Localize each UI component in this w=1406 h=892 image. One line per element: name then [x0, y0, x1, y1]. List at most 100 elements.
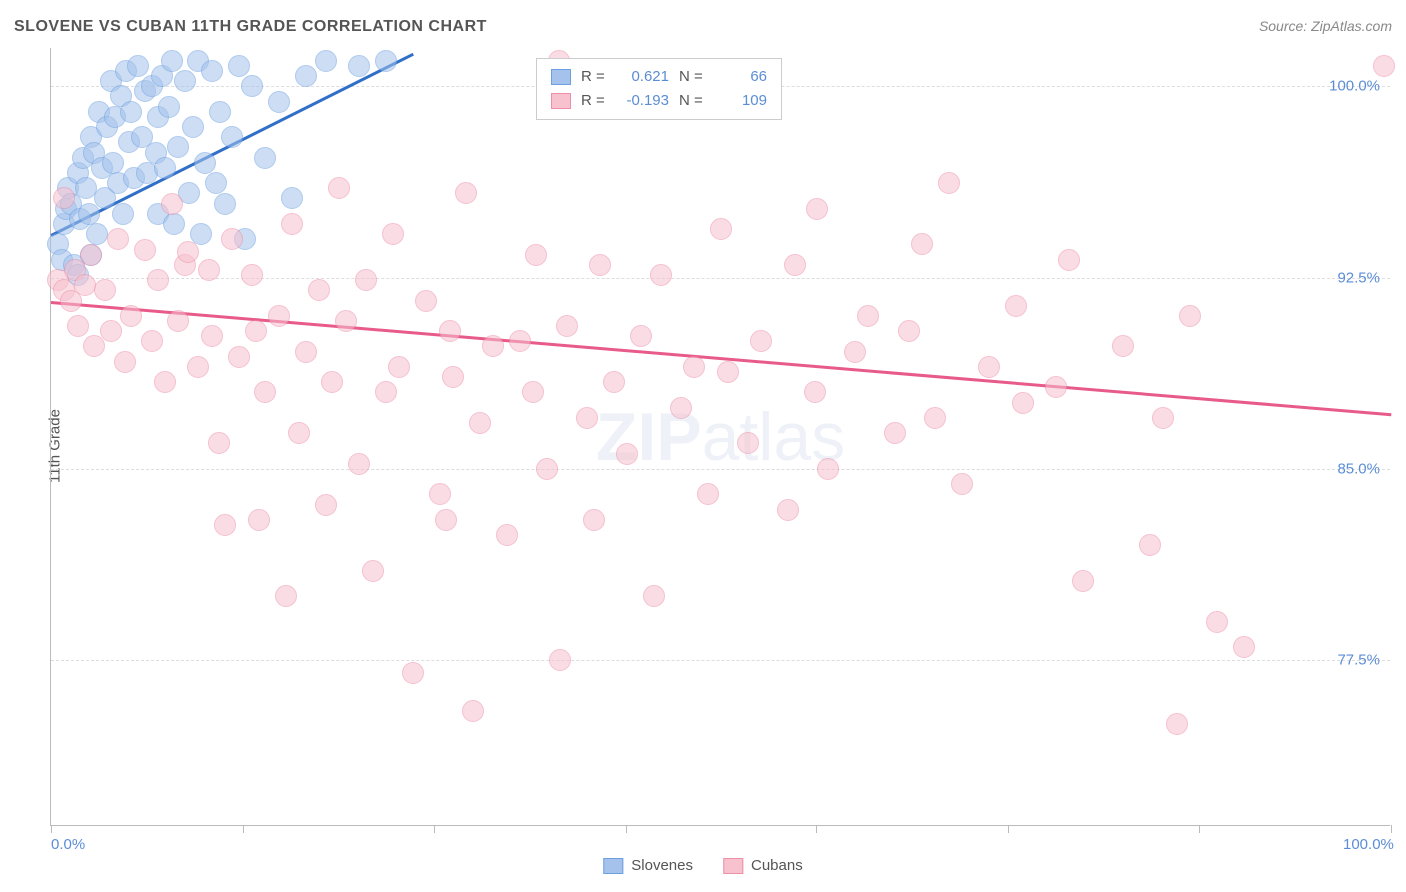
data-point-slovenes: [254, 147, 276, 169]
data-point-cubans: [777, 499, 799, 521]
data-point-cubans: [439, 320, 461, 342]
data-point-cubans: [74, 274, 96, 296]
data-point-cubans: [556, 315, 578, 337]
data-point-cubans: [120, 305, 142, 327]
data-point-cubans: [951, 473, 973, 495]
data-point-slovenes: [348, 55, 370, 77]
title-bar: SLOVENE VS CUBAN 11TH GRADE CORRELATION …: [14, 18, 1392, 36]
chart-container: SLOVENE VS CUBAN 11TH GRADE CORRELATION …: [0, 0, 1406, 892]
x-tick: [626, 825, 627, 833]
data-point-cubans: [94, 279, 116, 301]
data-point-cubans: [147, 269, 169, 291]
data-point-cubans: [335, 310, 357, 332]
data-point-cubans: [717, 361, 739, 383]
data-point-cubans: [198, 259, 220, 281]
n-label: N =: [679, 65, 707, 89]
data-point-cubans: [670, 397, 692, 419]
data-point-cubans: [80, 244, 102, 266]
data-point-cubans: [924, 407, 946, 429]
data-point-cubans: [683, 356, 705, 378]
data-point-cubans: [496, 524, 518, 546]
data-point-cubans: [141, 330, 163, 352]
data-point-cubans: [1152, 407, 1174, 429]
data-point-cubans: [388, 356, 410, 378]
data-point-cubans: [362, 560, 384, 582]
data-point-cubans: [208, 432, 230, 454]
data-point-slovenes: [209, 101, 231, 123]
data-point-cubans: [469, 412, 491, 434]
data-point-cubans: [806, 198, 828, 220]
data-point-cubans: [187, 356, 209, 378]
data-point-slovenes: [221, 126, 243, 148]
data-point-slovenes: [194, 152, 216, 174]
data-point-cubans: [583, 509, 605, 531]
data-point-cubans: [1012, 392, 1034, 414]
data-point-cubans: [643, 585, 665, 607]
data-point-slovenes: [205, 172, 227, 194]
r-value: -0.193: [619, 89, 669, 113]
data-point-cubans: [245, 320, 267, 342]
data-point-cubans: [857, 305, 879, 327]
data-point-cubans: [1166, 713, 1188, 735]
r-label: R =: [581, 65, 609, 89]
data-point-cubans: [1112, 335, 1134, 357]
y-tick-label: 100.0%: [1329, 78, 1380, 95]
data-point-slovenes: [214, 193, 236, 215]
data-point-cubans: [898, 320, 920, 342]
data-point-cubans: [710, 218, 732, 240]
data-point-cubans: [315, 494, 337, 516]
data-point-cubans: [382, 223, 404, 245]
data-point-cubans: [1058, 249, 1080, 271]
data-point-cubans: [100, 320, 122, 342]
legend-label: Slovenes: [631, 857, 693, 874]
data-point-slovenes: [161, 50, 183, 72]
data-point-cubans: [576, 407, 598, 429]
data-point-cubans: [525, 244, 547, 266]
legend-bottom: SlovenesCubans: [603, 857, 802, 874]
data-point-slovenes: [268, 91, 290, 113]
x-tick: [1391, 825, 1392, 833]
data-point-cubans: [589, 254, 611, 276]
data-point-cubans: [375, 381, 397, 403]
data-point-cubans: [650, 264, 672, 286]
data-point-cubans: [177, 241, 199, 263]
data-point-cubans: [911, 233, 933, 255]
data-point-cubans: [978, 356, 1000, 378]
data-point-cubans: [241, 264, 263, 286]
data-point-cubans: [1233, 636, 1255, 658]
r-value: 0.621: [619, 65, 669, 89]
data-point-cubans: [281, 213, 303, 235]
n-label: N =: [679, 89, 707, 113]
data-point-cubans: [1179, 305, 1201, 327]
data-point-cubans: [784, 254, 806, 276]
data-point-slovenes: [102, 152, 124, 174]
x-tick: [816, 825, 817, 833]
data-point-cubans: [1045, 376, 1067, 398]
data-point-slovenes: [281, 187, 303, 209]
watermark: ZIPatlas: [596, 398, 845, 476]
legend-stats-row-cubans: R =-0.193N =109: [551, 89, 767, 113]
data-point-cubans: [53, 187, 75, 209]
y-tick-label: 77.5%: [1337, 652, 1380, 669]
data-point-cubans: [1139, 534, 1161, 556]
legend-swatch: [603, 858, 623, 874]
data-point-cubans: [750, 330, 772, 352]
data-point-cubans: [154, 371, 176, 393]
grid-line: [51, 660, 1390, 661]
legend-stats-row-slovenes: R = 0.621 N = 66: [551, 65, 767, 89]
data-point-cubans: [275, 585, 297, 607]
x-tick: [434, 825, 435, 833]
data-point-cubans: [509, 330, 531, 352]
legend-item-slovenes: Slovenes: [603, 857, 693, 874]
data-point-slovenes: [295, 65, 317, 87]
n-value: 66: [717, 65, 767, 89]
data-point-slovenes: [241, 75, 263, 97]
data-point-cubans: [536, 458, 558, 480]
legend-swatch: [551, 93, 571, 109]
data-point-cubans: [603, 371, 625, 393]
data-point-slovenes: [154, 157, 176, 179]
legend-stats-box: R =0.621N =66R =-0.193N =109: [536, 58, 782, 120]
legend-swatch: [723, 858, 743, 874]
data-point-cubans: [455, 182, 477, 204]
data-point-slovenes: [158, 96, 180, 118]
